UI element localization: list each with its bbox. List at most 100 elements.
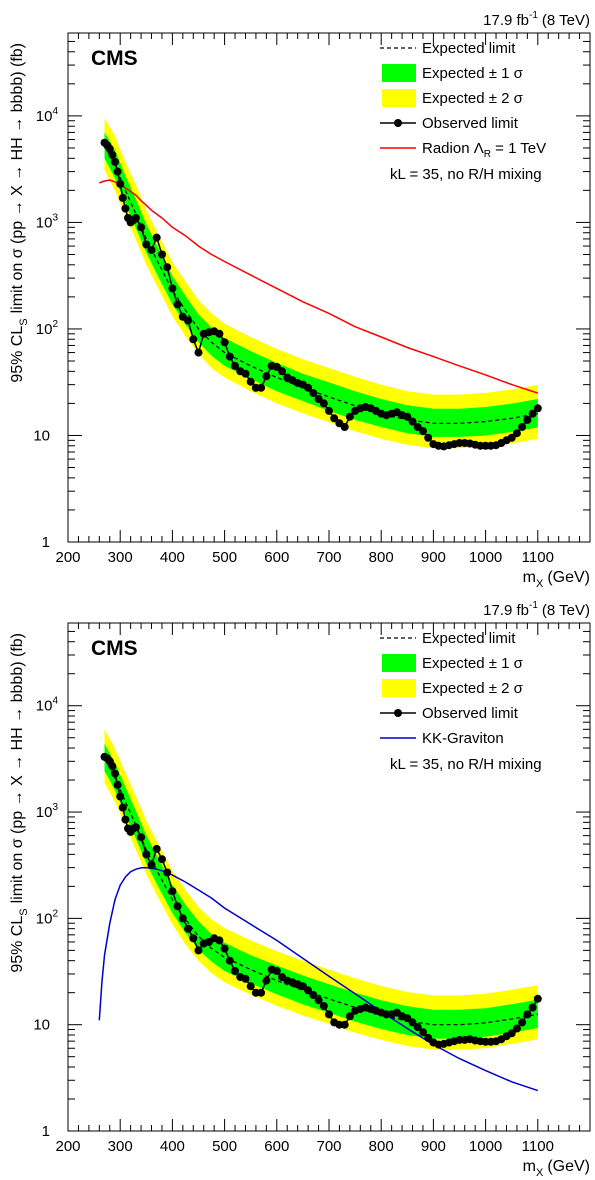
legend-label-main: Expected limit — [422, 40, 516, 57]
legend-label: Expected limit — [422, 40, 516, 57]
lumi-energy: (8 TeV) — [542, 602, 590, 619]
observed-point — [215, 936, 224, 945]
legend-swatch-observed-marker — [394, 709, 402, 717]
y-axis-title-main: limit on σ (pp → X → HH → bbbb) (fb) — [9, 43, 26, 313]
observed-point — [403, 412, 412, 421]
legend-note: kL = 35, no R/H mixing — [390, 166, 542, 183]
model-curve — [99, 179, 539, 394]
legend-label-main: KK-Graviton — [422, 730, 504, 747]
x-tick-label: 200 — [55, 1138, 80, 1155]
observed-point — [424, 433, 433, 442]
observed-point — [507, 1029, 516, 1038]
observed-point — [345, 1012, 354, 1021]
y-tick-base: 10 — [36, 910, 53, 927]
observed-point — [220, 338, 229, 347]
legend-label-main: Observed limit — [422, 705, 519, 722]
observed-point — [142, 240, 151, 249]
x-tick-label: 500 — [212, 549, 237, 566]
observed-point — [173, 902, 182, 911]
y-tick-label: 10 — [33, 1017, 50, 1034]
legend-label-main: Expected ± 1 σ — [422, 655, 524, 672]
y-tick-base: 10 — [36, 108, 53, 125]
observed-point — [512, 429, 521, 438]
y-axis-title: 95% CLSlimit on σ (pp → X → HH → bbbb) (… — [9, 633, 30, 973]
x-tick-label: 700 — [316, 549, 341, 566]
x-axis-title-sub: X — [536, 578, 544, 590]
x-tick-label: 600 — [264, 1138, 289, 1155]
legend-label: Expected limit — [422, 630, 516, 647]
expected-1sigma-band — [104, 743, 538, 1039]
observed-point — [215, 329, 224, 338]
observed-point — [413, 1023, 422, 1032]
lumi-value: 17.9 fb — [483, 602, 529, 619]
legend-label-main: Expected ± 2 σ — [422, 680, 524, 697]
observed-point — [340, 1020, 349, 1029]
legend-swatch-1sigma — [382, 64, 416, 82]
observed-point — [158, 855, 166, 864]
observed-point — [178, 914, 187, 923]
x-tick-label: 900 — [421, 1138, 446, 1155]
observed-point — [163, 868, 172, 877]
observed-point — [319, 399, 328, 408]
observed-point — [158, 250, 166, 259]
legend-swatch-1sigma — [382, 654, 416, 672]
observed-point — [507, 433, 516, 442]
y-tick-base: 10 — [36, 698, 53, 715]
observed-point — [131, 823, 140, 832]
observed-point — [528, 1003, 537, 1012]
observed-point — [231, 967, 239, 975]
lumi-energy: (8 TeV) — [542, 12, 590, 29]
observed-point — [304, 986, 313, 995]
x-axis-title-main: m — [523, 569, 536, 586]
plot-frame — [67, 622, 591, 1132]
x-tick-label: 200 — [55, 549, 80, 566]
observed-point — [152, 233, 161, 242]
expected-2sigma-band — [104, 729, 538, 1050]
observed-point — [137, 833, 146, 842]
observed-point — [147, 860, 156, 869]
observed-point — [220, 944, 229, 953]
observed-point — [419, 427, 427, 436]
y-tick-base: 1 — [42, 1123, 50, 1140]
x-tick-label: 400 — [160, 549, 185, 566]
observed-point — [152, 844, 161, 853]
observed-point — [262, 976, 271, 985]
y-axis-title-main: limit on σ (pp → X → HH → bbbb) (fb) — [9, 633, 26, 903]
observed-point — [319, 1002, 328, 1010]
y-tick-label: 1 — [42, 534, 50, 551]
legend-label-sub: R — [484, 149, 491, 160]
expected-1sigma-band — [104, 132, 538, 437]
x-tick-label: 400 — [160, 1138, 185, 1155]
y-tick-label: 103 — [36, 212, 59, 231]
x-tick-label: 1000 — [469, 549, 502, 566]
y-tick-label: 102 — [36, 908, 59, 927]
observed-point — [408, 1018, 417, 1027]
observed-point — [184, 316, 193, 325]
legend-label: Radion ΛR = 1 TeV — [422, 140, 546, 160]
y-tick-base: 1 — [42, 534, 50, 551]
y-tick-label: 104 — [36, 696, 59, 715]
observed-point — [272, 967, 281, 975]
x-axis-title: mX (GeV) — [523, 569, 590, 590]
legend-label: Expected ± 1 σ — [422, 655, 524, 672]
expected-2sigma-band — [104, 118, 538, 449]
y-tick-exponent: 4 — [52, 106, 58, 117]
observed-point — [246, 982, 255, 991]
y-tick-exponent: 4 — [52, 696, 58, 707]
observed-point — [194, 348, 203, 357]
y-tick-label: 1 — [42, 1123, 50, 1140]
observed-point — [340, 423, 349, 431]
x-tick-label: 600 — [264, 549, 289, 566]
observed-point — [231, 361, 239, 370]
y-tick-exponent: 2 — [52, 908, 58, 919]
experiment-text: CMS — [91, 47, 138, 70]
model-curve — [98, 866, 539, 1092]
observed-point — [105, 144, 114, 153]
x-tick-label: 700 — [316, 1138, 341, 1155]
y-tick-base: 10 — [36, 321, 53, 338]
observed-point — [345, 412, 354, 421]
legend-label-main: Expected limit — [422, 630, 516, 647]
x-axis-title: mX (GeV) — [523, 1158, 590, 1179]
x-tick-label: 300 — [108, 1138, 133, 1155]
